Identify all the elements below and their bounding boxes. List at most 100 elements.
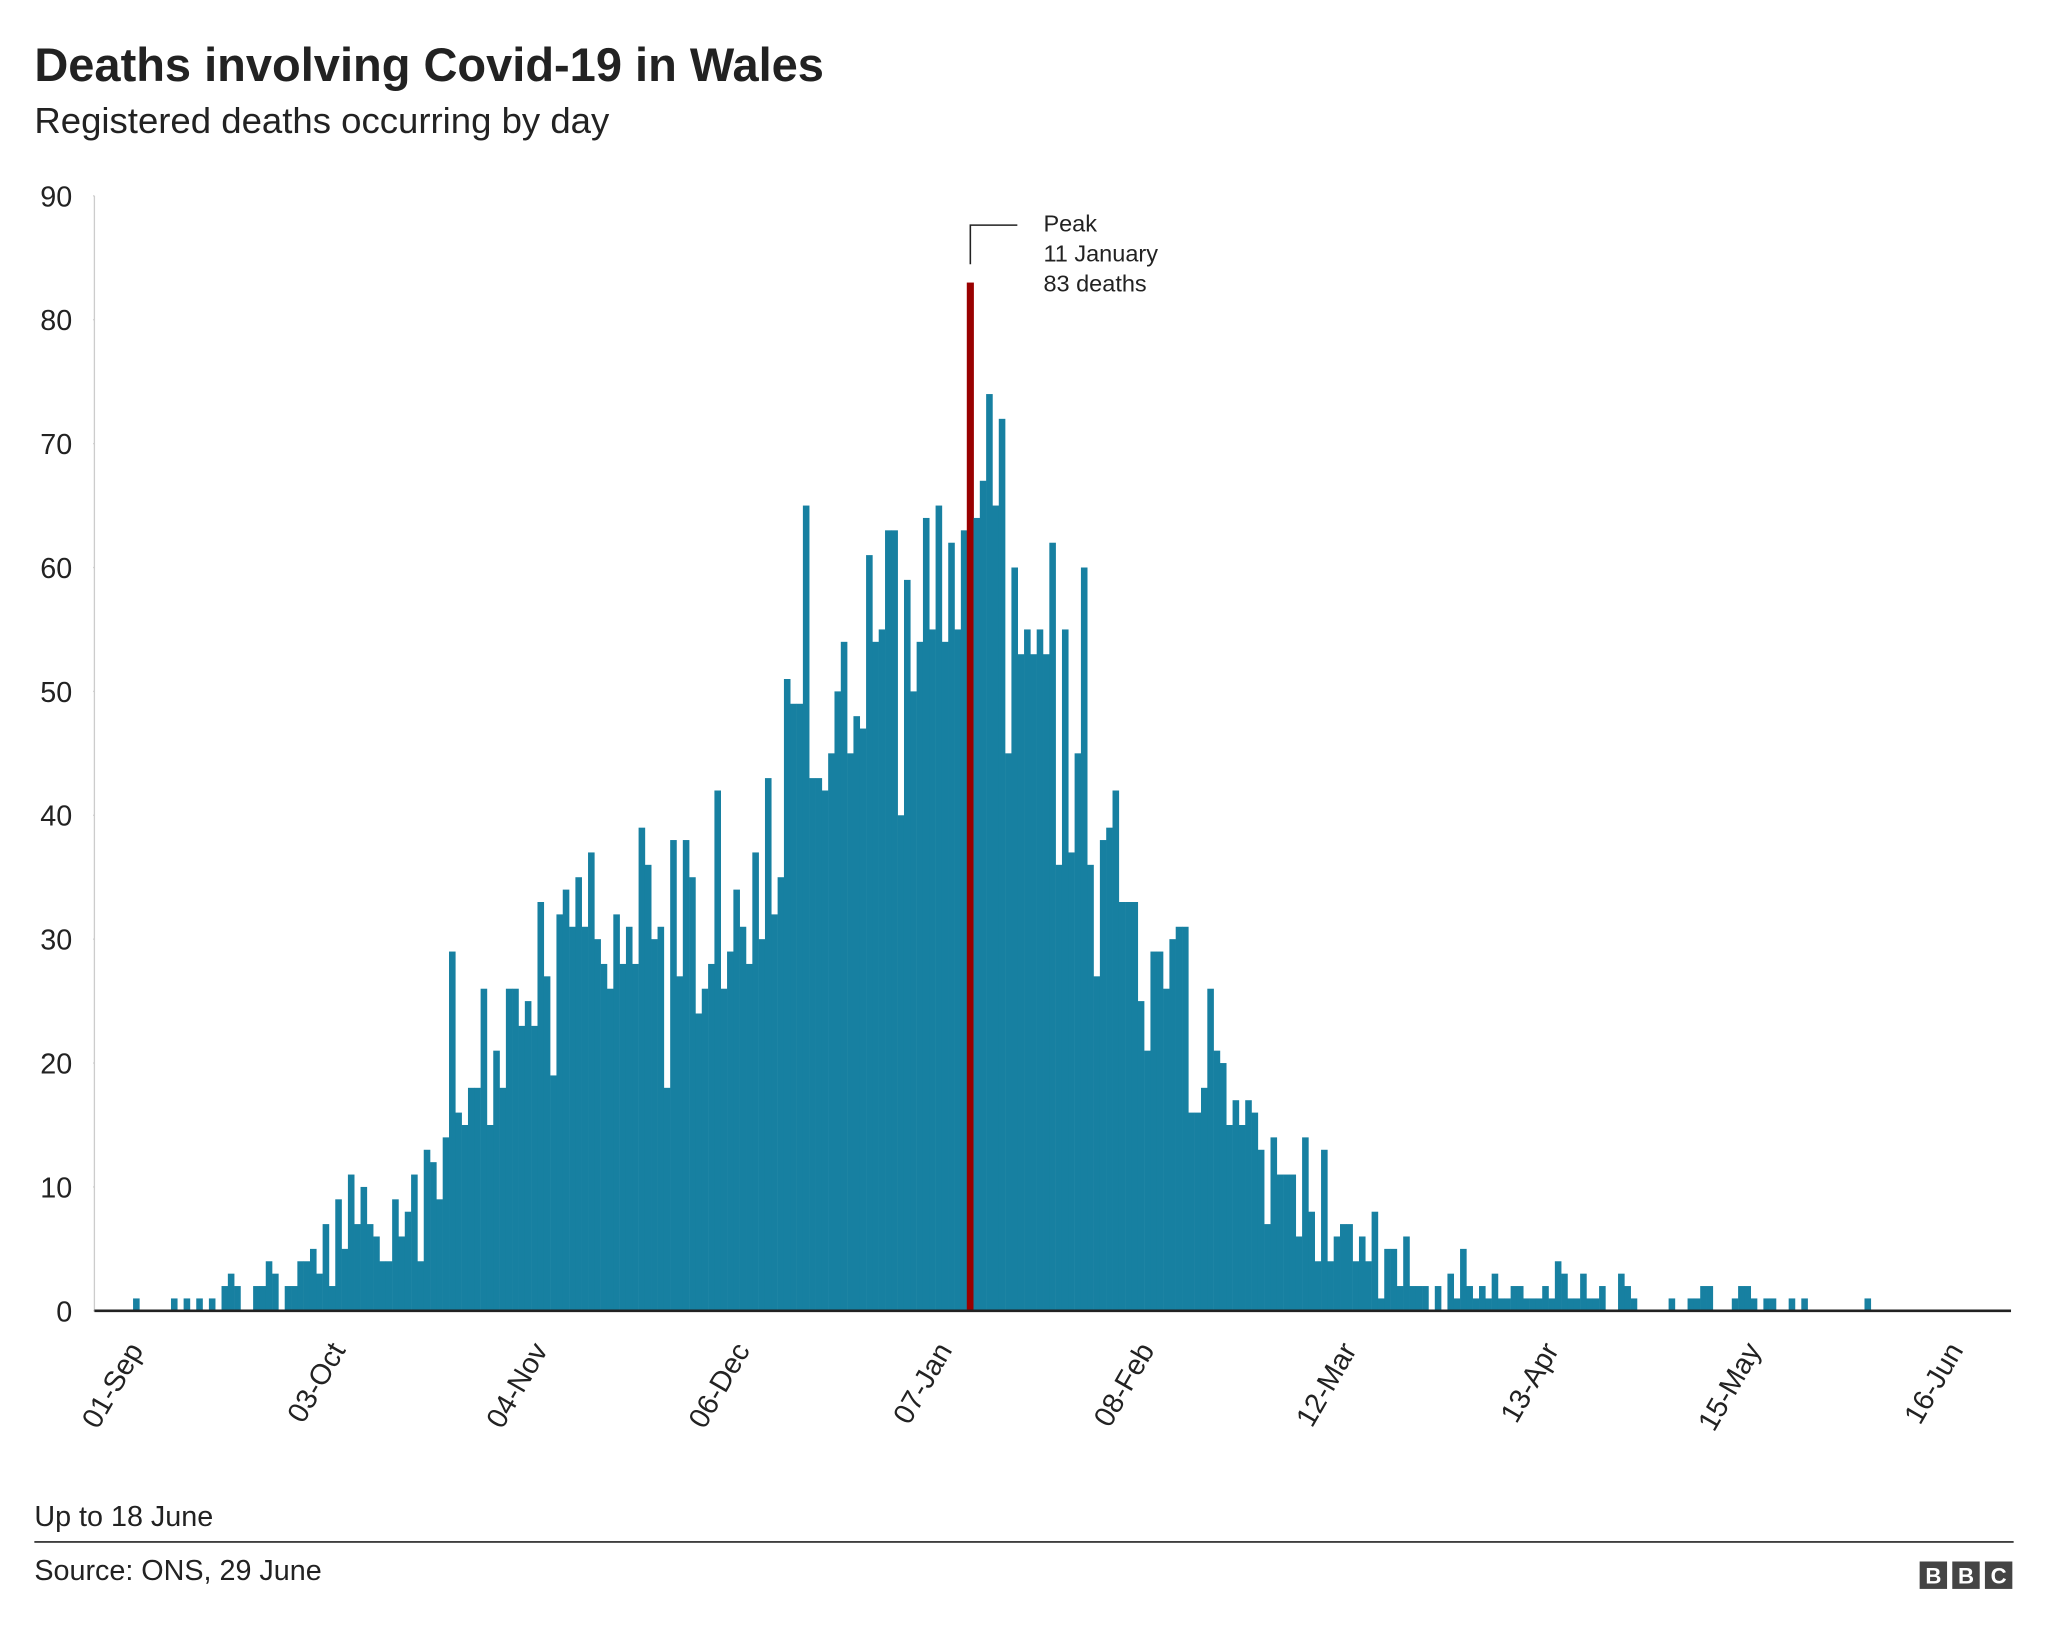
bar: [265, 1261, 273, 1311]
bar: [1043, 654, 1050, 1311]
bar: [335, 1199, 342, 1311]
bar: [916, 641, 924, 1311]
bar: [1422, 1286, 1429, 1311]
bar: [1618, 1273, 1625, 1311]
x-tick-label: 15-May: [1692, 1337, 1768, 1436]
bar: [1276, 1174, 1284, 1311]
bar: [556, 914, 564, 1311]
annotation: 11 January: [1043, 241, 1158, 267]
bar: [505, 988, 513, 1311]
bar: [1188, 1112, 1195, 1311]
bar: [821, 790, 829, 1311]
bar: [284, 1286, 292, 1311]
bar: [322, 1224, 330, 1311]
bar: [796, 703, 804, 1311]
bar: [966, 282, 974, 1311]
bar: [480, 988, 488, 1311]
bar: [790, 703, 797, 1311]
bar: [1510, 1286, 1518, 1311]
bar: [1365, 1261, 1372, 1311]
bar: [922, 517, 930, 1311]
bar: [297, 1261, 304, 1311]
bar: [1061, 629, 1069, 1311]
bar: [1200, 1087, 1208, 1311]
bar: [758, 939, 766, 1311]
bar: [1283, 1174, 1290, 1311]
bar: [1264, 1224, 1271, 1311]
bar: [569, 926, 576, 1311]
bar: [1377, 1298, 1385, 1311]
bar: [1257, 1149, 1265, 1311]
bar: [1731, 1298, 1739, 1311]
bar: [1346, 1224, 1353, 1311]
logo-letter: B: [1958, 1564, 1974, 1589]
bar: [316, 1273, 323, 1311]
bar: [1087, 864, 1094, 1311]
bar: [809, 778, 816, 1311]
bar: [1005, 753, 1012, 1311]
bar: [1156, 951, 1164, 1311]
bar: [328, 1286, 336, 1311]
bar: [1529, 1298, 1537, 1311]
bar: [897, 815, 905, 1311]
bar: [1497, 1298, 1505, 1311]
bar: [499, 1087, 507, 1311]
bar: [1554, 1261, 1562, 1311]
bar: [543, 976, 551, 1311]
bar: [1504, 1298, 1511, 1311]
bar: [385, 1261, 393, 1311]
bar: [1358, 1236, 1366, 1311]
bar: [467, 1087, 475, 1311]
bar: [360, 1186, 368, 1311]
bar: [1693, 1298, 1701, 1311]
bar: [783, 678, 791, 1311]
bar: [253, 1286, 260, 1311]
bar: [1535, 1298, 1543, 1311]
bar: [727, 951, 734, 1311]
bar: [866, 555, 873, 1311]
bar: [1453, 1298, 1461, 1311]
bar: [1573, 1298, 1581, 1311]
x-tick-label: 13-Apr: [1495, 1337, 1566, 1428]
bar: [1687, 1298, 1695, 1311]
bar: [1295, 1236, 1303, 1311]
bar: [1131, 901, 1139, 1311]
bar: [777, 877, 785, 1311]
bar: [1321, 1149, 1328, 1311]
bar: [347, 1174, 355, 1311]
bar: [303, 1261, 311, 1311]
bar: [1744, 1286, 1752, 1311]
bar: [1763, 1298, 1770, 1311]
bar: [1308, 1211, 1315, 1311]
bar: [1118, 901, 1126, 1311]
bar: [1700, 1286, 1707, 1311]
bar: [1289, 1174, 1297, 1311]
bar: [676, 976, 684, 1311]
bar: [461, 1124, 469, 1311]
bar: [847, 753, 854, 1311]
bar: [1396, 1286, 1404, 1311]
bar: [404, 1211, 412, 1311]
bar: [170, 1298, 178, 1311]
bar: [1080, 567, 1088, 1311]
bar: [644, 864, 652, 1311]
bar: [1213, 1050, 1221, 1311]
bar: [1668, 1298, 1676, 1311]
bar: [417, 1261, 424, 1311]
bar: [1472, 1298, 1480, 1311]
bar: [1049, 542, 1056, 1311]
bar: [1415, 1286, 1423, 1311]
bar: [929, 629, 936, 1311]
bar: [436, 1199, 443, 1311]
bar: [1011, 567, 1018, 1311]
bar: [992, 505, 1000, 1311]
bar: [1030, 654, 1037, 1311]
bar: [885, 530, 892, 1311]
bar: [1055, 864, 1063, 1311]
x-tick-label: 01-Sep: [76, 1337, 150, 1433]
bar: [651, 939, 658, 1311]
bar: [708, 963, 715, 1311]
bar: [1302, 1137, 1309, 1311]
bar: [208, 1298, 216, 1311]
bar: [411, 1174, 418, 1311]
